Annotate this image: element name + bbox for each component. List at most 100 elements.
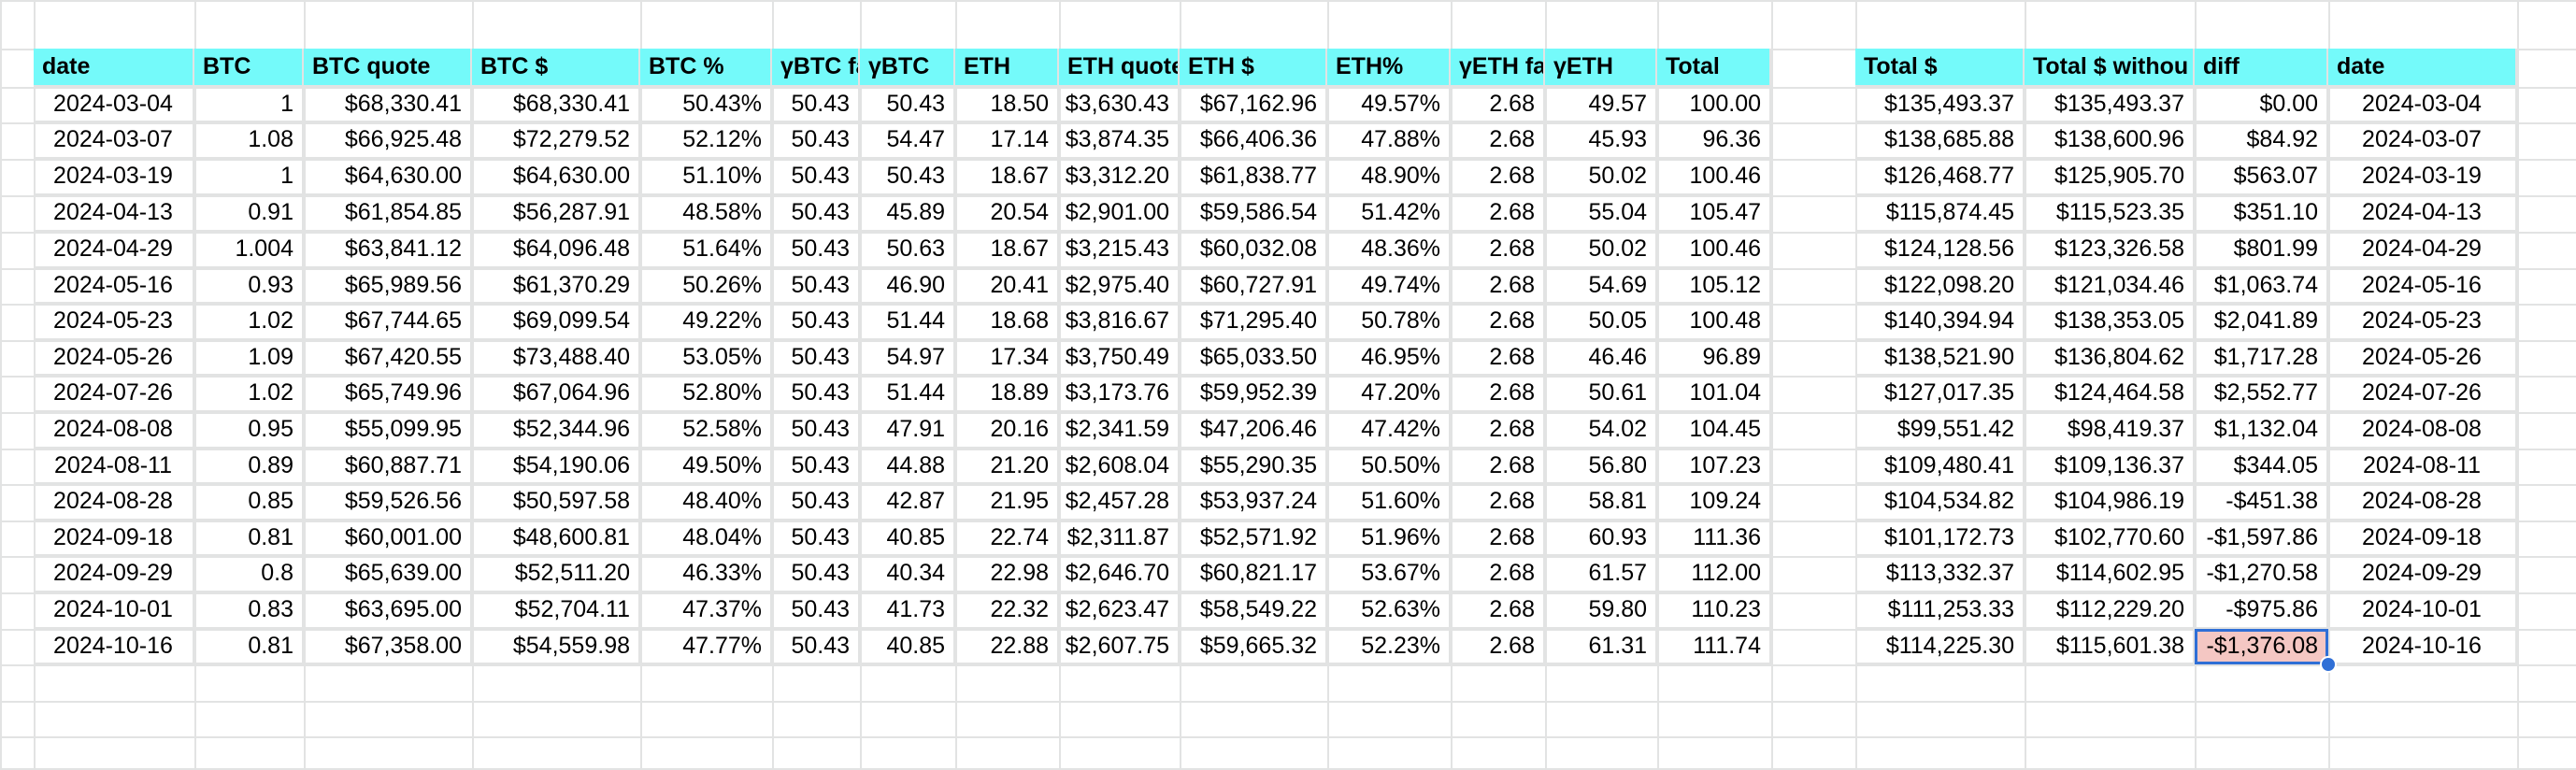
table-cell[interactable]: $135,493.37 (1855, 87, 2025, 122)
table-cell[interactable]: $124,464.58 (2025, 376, 2195, 412)
table-cell[interactable]: $64,096.48 (472, 232, 640, 268)
table-cell[interactable]: $99,551.42 (1855, 412, 2025, 449)
table-cell[interactable]: 110.23 (1657, 592, 1771, 629)
table-cell[interactable]: $64,630.00 (472, 159, 640, 195)
table-cell[interactable]: 40.85 (860, 629, 955, 664)
table-cell[interactable]: 0.93 (194, 268, 304, 304)
table-cell[interactable]: 111.36 (1657, 520, 1771, 556)
column-header-cell[interactable]: date (34, 49, 194, 87)
table-cell[interactable]: $563.07 (2195, 159, 2328, 195)
table-cell[interactable]: 2.68 (1451, 484, 1545, 520)
table-cell[interactable]: 2.68 (1451, 592, 1545, 629)
table-cell[interactable]: $52,571.92 (1180, 520, 1327, 556)
table-cell[interactable]: 50.05 (1545, 304, 1657, 340)
table-cell[interactable]: $127,017.35 (1855, 376, 2025, 412)
table-cell[interactable]: $2,041.89 (2195, 304, 2328, 340)
table-cell[interactable]: 49.74% (1327, 268, 1451, 304)
table-cell[interactable]: $59,586.54 (1180, 195, 1327, 232)
table-cell[interactable]: 47.42% (1327, 412, 1451, 449)
table-cell[interactable]: 2024-08-28 (34, 484, 194, 520)
table-cell[interactable]: $52,344.96 (472, 412, 640, 449)
table-cell[interactable]: 61.57 (1545, 556, 1657, 592)
table-cell[interactable]: $66,406.36 (1180, 122, 1327, 159)
table-cell[interactable]: 47.20% (1327, 376, 1451, 412)
table-cell[interactable]: 55.04 (1545, 195, 1657, 232)
table-cell[interactable]: $121,034.46 (2025, 268, 2195, 304)
table-cell[interactable]: 46.46 (1545, 340, 1657, 376)
table-cell[interactable]: $84.92 (2195, 122, 2328, 159)
table-cell[interactable]: $2,457.28 (1059, 484, 1180, 520)
table-cell[interactable]: $67,744.65 (304, 304, 472, 340)
table-cell[interactable]: 2.68 (1451, 449, 1545, 484)
table-cell[interactable]: 59.80 (1545, 592, 1657, 629)
table-cell[interactable]: 2024-07-26 (34, 376, 194, 412)
table-cell[interactable]: 52.12% (640, 122, 772, 159)
table-cell[interactable]: 41.73 (860, 592, 955, 629)
table-cell[interactable]: 53.67% (1327, 556, 1451, 592)
table-cell[interactable]: $112,229.20 (2025, 592, 2195, 629)
table-cell[interactable]: 50.43 (772, 592, 860, 629)
table-cell[interactable]: 22.88 (955, 629, 1059, 664)
table-cell[interactable]: 2.68 (1451, 340, 1545, 376)
table-cell[interactable]: 50.02 (1545, 159, 1657, 195)
table-cell[interactable]: 2024-05-23 (2328, 304, 2517, 340)
table-cell[interactable]: 50.26% (640, 268, 772, 304)
table-cell[interactable]: $0.00 (2195, 87, 2328, 122)
column-header-cell[interactable]: γBTC (860, 49, 955, 87)
table-cell[interactable]: 2024-05-16 (2328, 268, 2517, 304)
table-cell[interactable]: $135,493.37 (2025, 87, 2195, 122)
table-cell[interactable]: 0.85 (194, 484, 304, 520)
table-cell[interactable]: $66,925.48 (304, 122, 472, 159)
table-cell[interactable]: 51.60% (1327, 484, 1451, 520)
table-cell[interactable]: 0.95 (194, 412, 304, 449)
table-cell[interactable]: $114,225.30 (1855, 629, 2025, 664)
table-cell[interactable]: 2.68 (1451, 232, 1545, 268)
table-cell[interactable]: 22.98 (955, 556, 1059, 592)
table-cell[interactable]: 47.37% (640, 592, 772, 629)
table-cell[interactable]: $351.10 (2195, 195, 2328, 232)
table-cell[interactable]: 50.43 (772, 122, 860, 159)
table-cell[interactable]: 60.93 (1545, 520, 1657, 556)
column-header-cell[interactable]: BTC (194, 49, 304, 87)
table-cell[interactable]: 2.68 (1451, 304, 1545, 340)
column-header-cell[interactable]: Total $ (1855, 49, 2025, 87)
table-cell[interactable]: $58,549.22 (1180, 592, 1327, 629)
table-cell[interactable]: 50.43 (860, 87, 955, 122)
table-cell[interactable]: $138,353.05 (2025, 304, 2195, 340)
table-cell[interactable]: 109.24 (1657, 484, 1771, 520)
table-cell[interactable]: 2024-05-26 (34, 340, 194, 376)
table-cell[interactable]: 2024-03-19 (2328, 159, 2517, 195)
table-cell[interactable]: 2024-09-29 (2328, 556, 2517, 592)
table-cell[interactable]: 50.43% (640, 87, 772, 122)
table-cell[interactable]: $115,523.35 (2025, 195, 2195, 232)
table-cell[interactable]: 52.80% (640, 376, 772, 412)
table-cell[interactable]: 18.89 (955, 376, 1059, 412)
table-cell[interactable]: 2.68 (1451, 556, 1545, 592)
table-cell[interactable]: 2024-08-28 (2328, 484, 2517, 520)
table-cell[interactable]: 0.89 (194, 449, 304, 484)
table-cell[interactable]: $50,597.58 (472, 484, 640, 520)
table-cell[interactable]: 2024-08-08 (34, 412, 194, 449)
table-cell[interactable]: 53.05% (640, 340, 772, 376)
table-cell[interactable]: 56.80 (1545, 449, 1657, 484)
table-cell[interactable]: 50.43 (772, 232, 860, 268)
table-cell[interactable]: 2024-09-29 (34, 556, 194, 592)
table-cell[interactable]: 20.16 (955, 412, 1059, 449)
table-cell[interactable]: 50.43 (772, 556, 860, 592)
table-cell[interactable]: 51.44 (860, 304, 955, 340)
table-cell[interactable]: 22.32 (955, 592, 1059, 629)
table-cell[interactable]: $53,937.24 (1180, 484, 1327, 520)
table-cell[interactable]: 2.68 (1451, 376, 1545, 412)
table-cell[interactable]: 0.81 (194, 629, 304, 664)
table-cell[interactable]: 2024-04-13 (2328, 195, 2517, 232)
table-cell[interactable]: 46.90 (860, 268, 955, 304)
table-cell[interactable]: 2024-04-13 (34, 195, 194, 232)
table-cell[interactable]: 111.74 (1657, 629, 1771, 664)
table-cell[interactable]: 51.64% (640, 232, 772, 268)
table-cell[interactable]: $2,341.59 (1059, 412, 1180, 449)
table-cell[interactable]: 2024-03-04 (34, 87, 194, 122)
table-cell[interactable]: 101.04 (1657, 376, 1771, 412)
table-cell[interactable]: 52.58% (640, 412, 772, 449)
table-cell[interactable]: 50.78% (1327, 304, 1451, 340)
